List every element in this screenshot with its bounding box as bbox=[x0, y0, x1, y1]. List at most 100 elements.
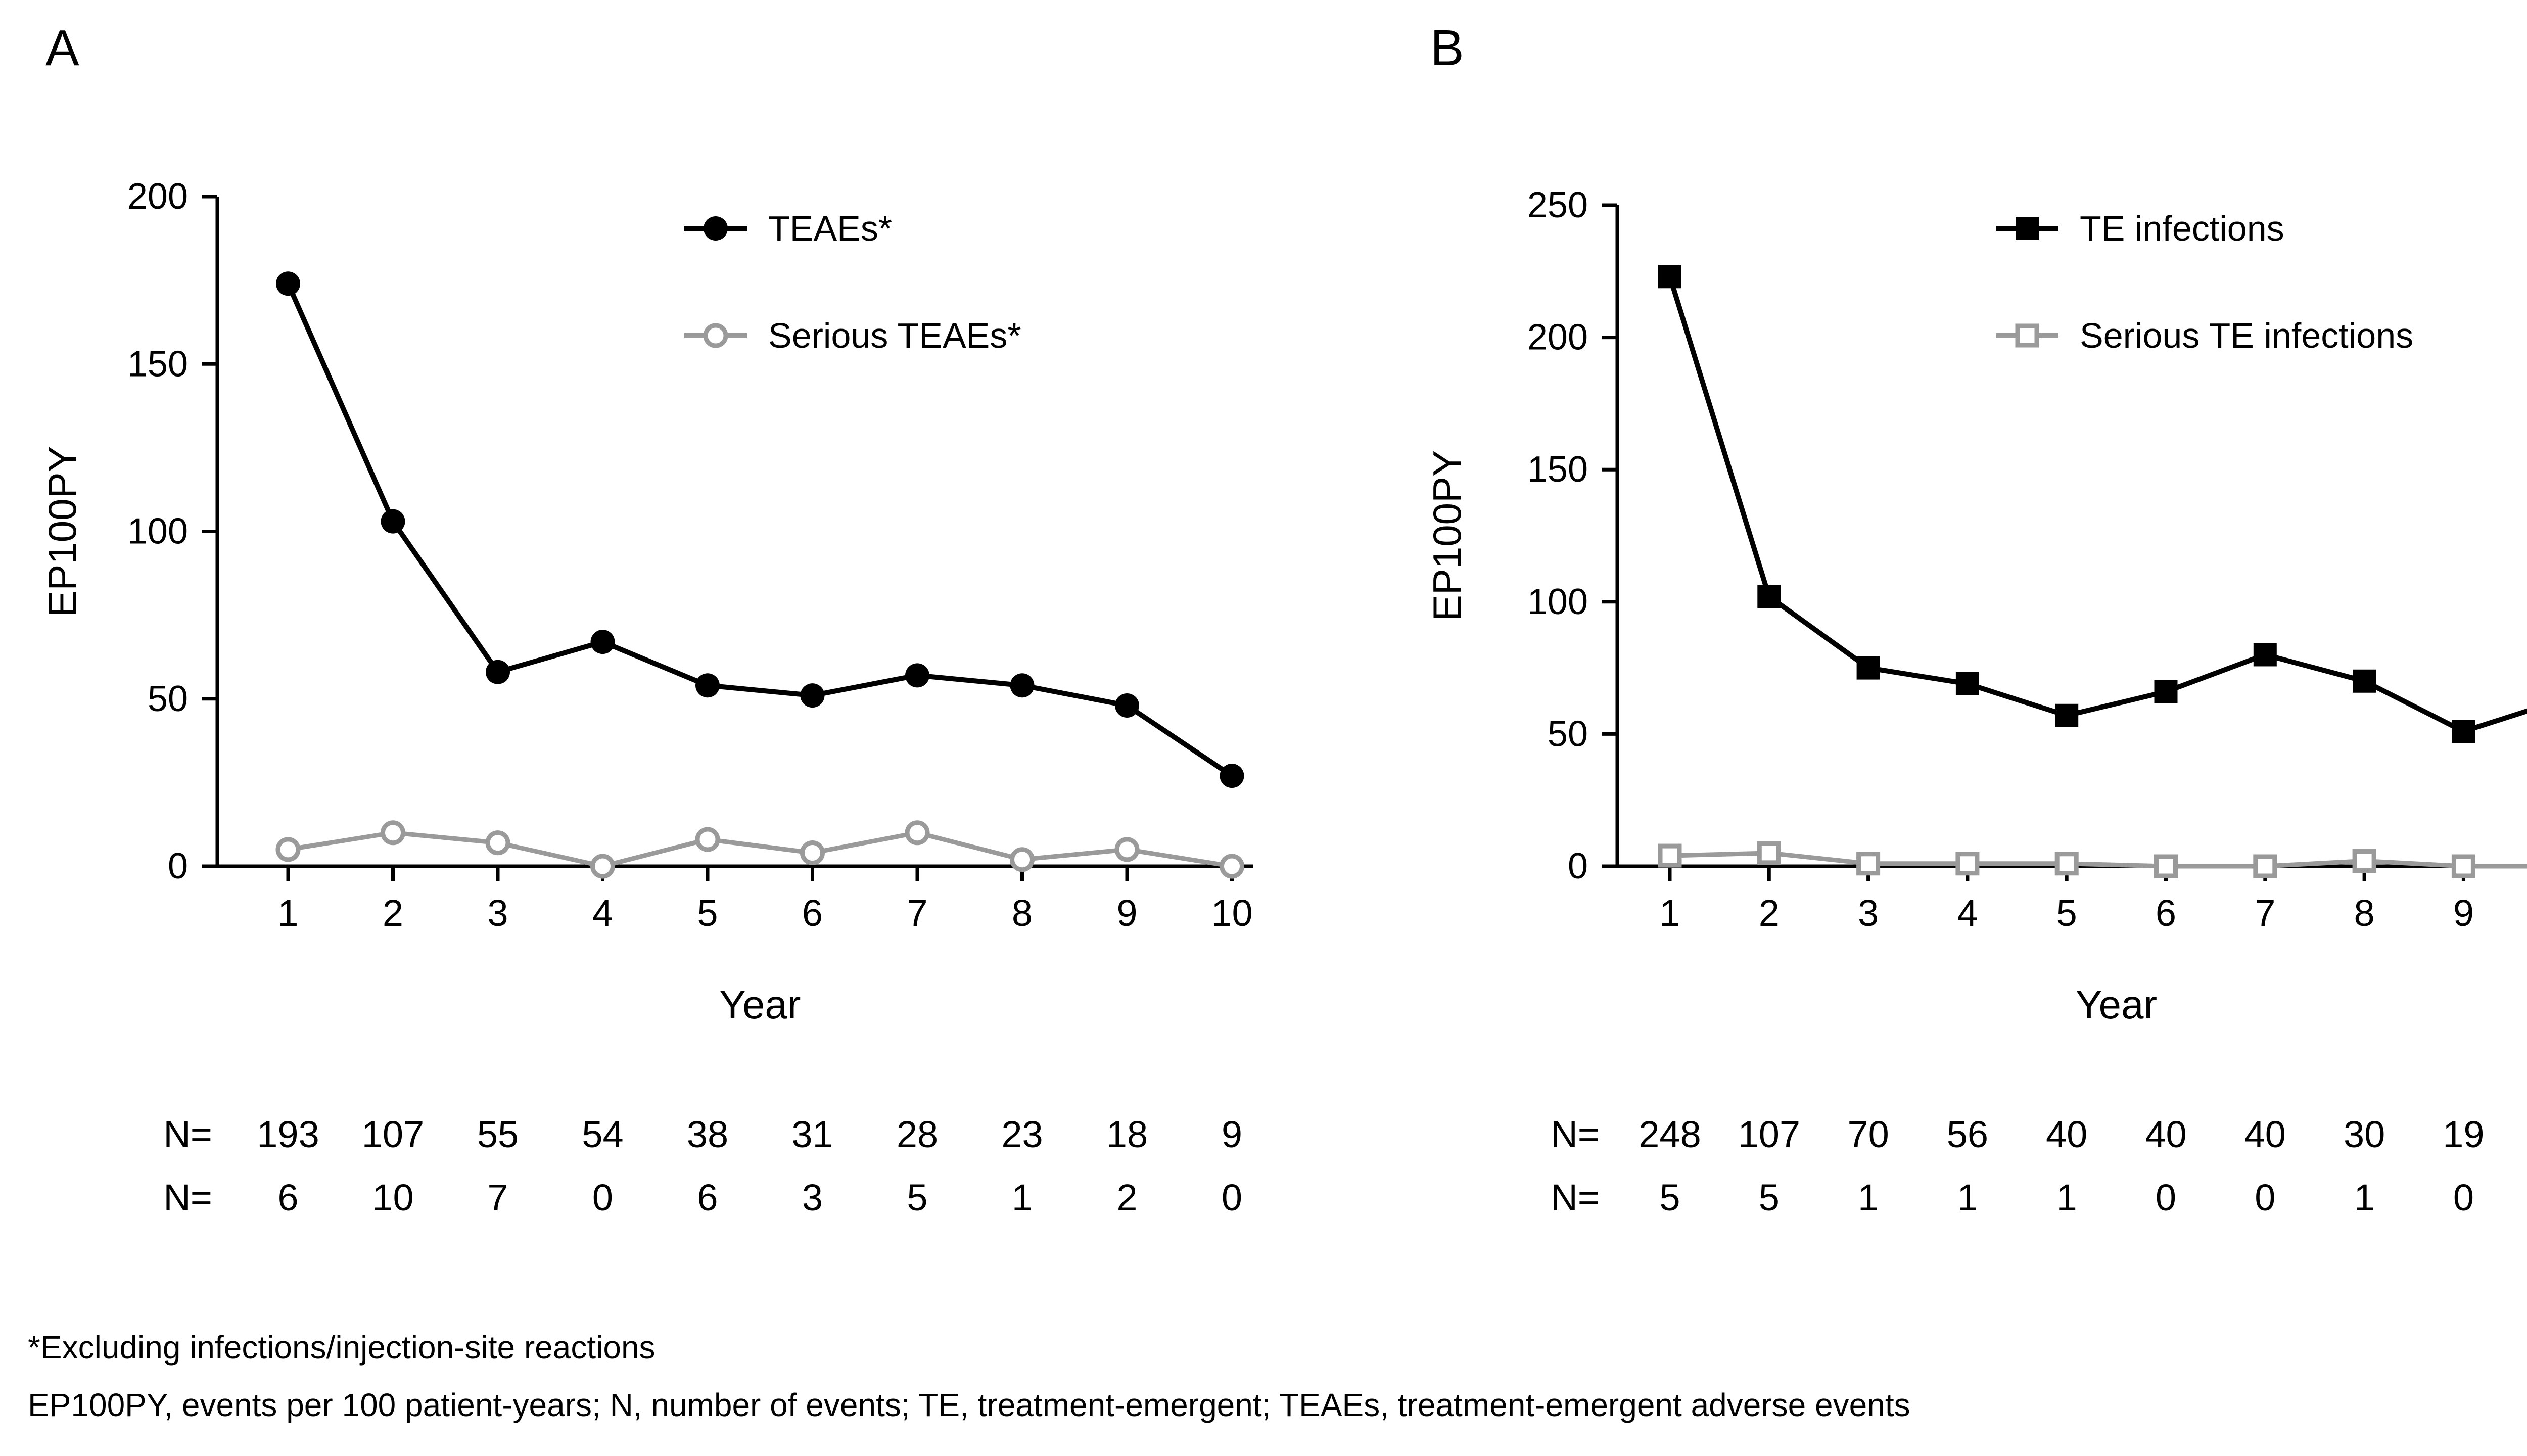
y-axis-title: EP100PY bbox=[40, 446, 84, 617]
data-point bbox=[276, 271, 300, 296]
data-point bbox=[2452, 720, 2475, 743]
n-value: 55 bbox=[477, 1113, 519, 1155]
panel-b-chart: 05010015020025012345678910EP100PYYearN=2… bbox=[1425, 185, 2527, 1218]
x-tick-label: 2 bbox=[383, 892, 403, 934]
n-row-label: N= bbox=[1551, 1113, 1600, 1155]
n-value: 1 bbox=[2056, 1177, 2077, 1218]
n-value: 31 bbox=[791, 1113, 833, 1155]
open-circle-marker-icon bbox=[684, 323, 747, 348]
x-tick-label: 7 bbox=[907, 892, 927, 934]
n-value: 40 bbox=[2145, 1113, 2186, 1155]
data-point bbox=[800, 840, 825, 865]
data-point bbox=[695, 673, 720, 698]
data-point bbox=[1856, 656, 1880, 680]
n-value: 1 bbox=[1957, 1177, 1978, 1218]
y-tick-label: 150 bbox=[1527, 449, 1588, 490]
data-point bbox=[2154, 854, 2178, 878]
data-point bbox=[486, 660, 510, 684]
y-tick-label: 100 bbox=[127, 511, 188, 552]
x-tick-label: 1 bbox=[1659, 892, 1680, 934]
x-tick-label: 5 bbox=[697, 892, 718, 934]
x-tick-label: 9 bbox=[2453, 892, 2474, 934]
panel-a-label: A bbox=[45, 20, 79, 76]
n-value: 18 bbox=[1106, 1113, 1148, 1155]
y-tick-label: 50 bbox=[1548, 714, 1588, 754]
x-tick-label: 3 bbox=[1858, 892, 1879, 934]
data-point bbox=[1658, 843, 1682, 868]
data-point bbox=[1757, 585, 1781, 608]
x-axis-title: Year bbox=[2076, 982, 2158, 1027]
n-value: 40 bbox=[2046, 1113, 2087, 1155]
data-point bbox=[2253, 643, 2277, 667]
y-tick-label: 200 bbox=[1527, 317, 1588, 358]
n-row-label: N= bbox=[1551, 1177, 1600, 1218]
legend-label-teaes: TEAEs* bbox=[768, 209, 893, 248]
n-value: 0 bbox=[2453, 1177, 2474, 1218]
n-value: 19 bbox=[2443, 1113, 2484, 1155]
n-value: 0 bbox=[1222, 1177, 1242, 1218]
y-tick-label: 200 bbox=[127, 176, 188, 217]
x-axis-title: Year bbox=[719, 982, 801, 1027]
y-tick-label: 50 bbox=[148, 679, 188, 719]
x-tick-label: 8 bbox=[2354, 892, 2375, 934]
data-point bbox=[1856, 852, 1881, 876]
n-value: 2 bbox=[1116, 1177, 1137, 1218]
n-value: 70 bbox=[1847, 1113, 1889, 1155]
legend-label-serious-teaes: Serious TEAEs* bbox=[768, 316, 1021, 355]
panel-b-label: B bbox=[1430, 20, 1464, 76]
n-value: 1 bbox=[1012, 1177, 1033, 1218]
data-point bbox=[381, 820, 405, 846]
n-row-label: N= bbox=[163, 1177, 212, 1218]
data-point bbox=[905, 820, 930, 846]
footnote-abbreviations: EP100PY, events per 100 patient-years; N… bbox=[28, 1387, 1910, 1423]
panel-a: A 0 50 100 150 200 1 2 3 4 5 6 7 8 9 10 EP100PY Year N= 19… bbox=[0, 0, 1375, 1294]
n-value: 7 bbox=[487, 1177, 508, 1218]
series-line bbox=[1669, 851, 2527, 869]
data-point bbox=[2253, 854, 2277, 878]
data-point bbox=[800, 683, 825, 708]
panel-b: B 05010015020025012345678910EP100PYYearN… bbox=[1375, 0, 2527, 1294]
data-point bbox=[1658, 265, 1681, 289]
n-value: 193 bbox=[257, 1113, 319, 1155]
x-tick-label: 9 bbox=[1116, 892, 1137, 934]
n-value: 107 bbox=[1738, 1113, 1800, 1155]
data-point bbox=[1757, 841, 1781, 865]
x-tick-label: 1 bbox=[277, 892, 298, 934]
data-point bbox=[275, 837, 301, 862]
n-value: 9 bbox=[1222, 1113, 1242, 1155]
legend-item-teaes: TEAEs* bbox=[682, 211, 1021, 246]
data-point bbox=[905, 663, 929, 688]
y-tick-label: 250 bbox=[1527, 185, 1588, 225]
open-square-marker-icon bbox=[1996, 323, 2058, 348]
n-value: 54 bbox=[582, 1113, 623, 1155]
legend-item-serious-te-infections: Serious TE infections bbox=[1994, 318, 2413, 353]
n-value: 5 bbox=[1659, 1177, 1680, 1218]
n-value: 248 bbox=[1639, 1113, 1701, 1155]
n-value: 40 bbox=[2244, 1113, 2286, 1155]
data-point bbox=[2054, 852, 2079, 876]
legend-label-te-infections: TE infections bbox=[2080, 209, 2284, 248]
n-value: 6 bbox=[697, 1177, 718, 1218]
legend-item-serious-teaes: Serious TEAEs* bbox=[682, 318, 1021, 353]
filled-square-marker-icon bbox=[1996, 217, 2058, 240]
y-tick-label: 0 bbox=[168, 846, 188, 886]
n-value: 1 bbox=[2354, 1177, 2375, 1218]
data-point bbox=[1220, 764, 1244, 788]
x-tick-label: 5 bbox=[2056, 892, 2077, 934]
data-point bbox=[704, 216, 728, 241]
n-value: 38 bbox=[687, 1113, 728, 1155]
data-point bbox=[1010, 673, 1035, 698]
n-value: 0 bbox=[2156, 1177, 2176, 1218]
n-row-label: N= bbox=[163, 1113, 212, 1155]
x-tick-label: 10 bbox=[1211, 892, 1252, 934]
data-point bbox=[2352, 849, 2376, 873]
legend-label-serious-te-infections: Serious TE infections bbox=[2080, 316, 2414, 355]
x-tick-label: 3 bbox=[487, 892, 508, 934]
footnote-excluding: *Excluding infections/injection-site rea… bbox=[28, 1329, 656, 1366]
data-point bbox=[1114, 837, 1140, 862]
n-value: 1 bbox=[1858, 1177, 1879, 1218]
data-point bbox=[1955, 672, 1979, 695]
n-value: 0 bbox=[592, 1177, 613, 1218]
panel-a-legend: TEAEs* Serious TEAEs* bbox=[682, 211, 1021, 353]
